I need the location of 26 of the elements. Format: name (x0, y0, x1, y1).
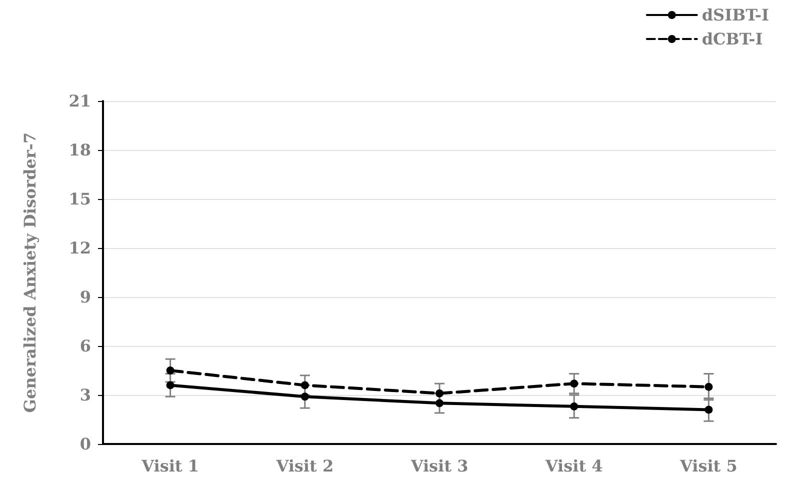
point (704, 382, 713, 391)
y-tick-label: 6 (80, 336, 91, 356)
y-tick-label: 0 (80, 434, 91, 454)
x-tick-label: Visit 2 (275, 456, 334, 476)
y-axis-title: Generalized Anxiety Disorder-7 (20, 132, 40, 413)
x-tick-label: Visit 3 (410, 456, 468, 476)
point (166, 381, 174, 390)
point (300, 381, 309, 390)
x-tick-label: Visit 1 (140, 456, 199, 476)
point (704, 406, 713, 414)
point (300, 392, 309, 401)
point (436, 399, 444, 408)
point (436, 389, 444, 398)
y-tick-label: 21 (68, 92, 91, 110)
point (570, 380, 578, 388)
legend-label: dCBT-I (702, 30, 763, 48)
y-tick-label: 9 (80, 288, 91, 306)
y-tick-label: 15 (68, 190, 91, 208)
x-tick-label: Visit 5 (679, 456, 738, 476)
y-tick-label: 12 (68, 238, 91, 258)
x-tick-label: Visit 4 (544, 456, 603, 476)
point (166, 366, 174, 374)
point (570, 402, 578, 410)
y-tick-label: 18 (68, 140, 91, 160)
legend-label: dSIBT-I (702, 6, 770, 24)
y-tick-label: 3 (80, 386, 91, 404)
